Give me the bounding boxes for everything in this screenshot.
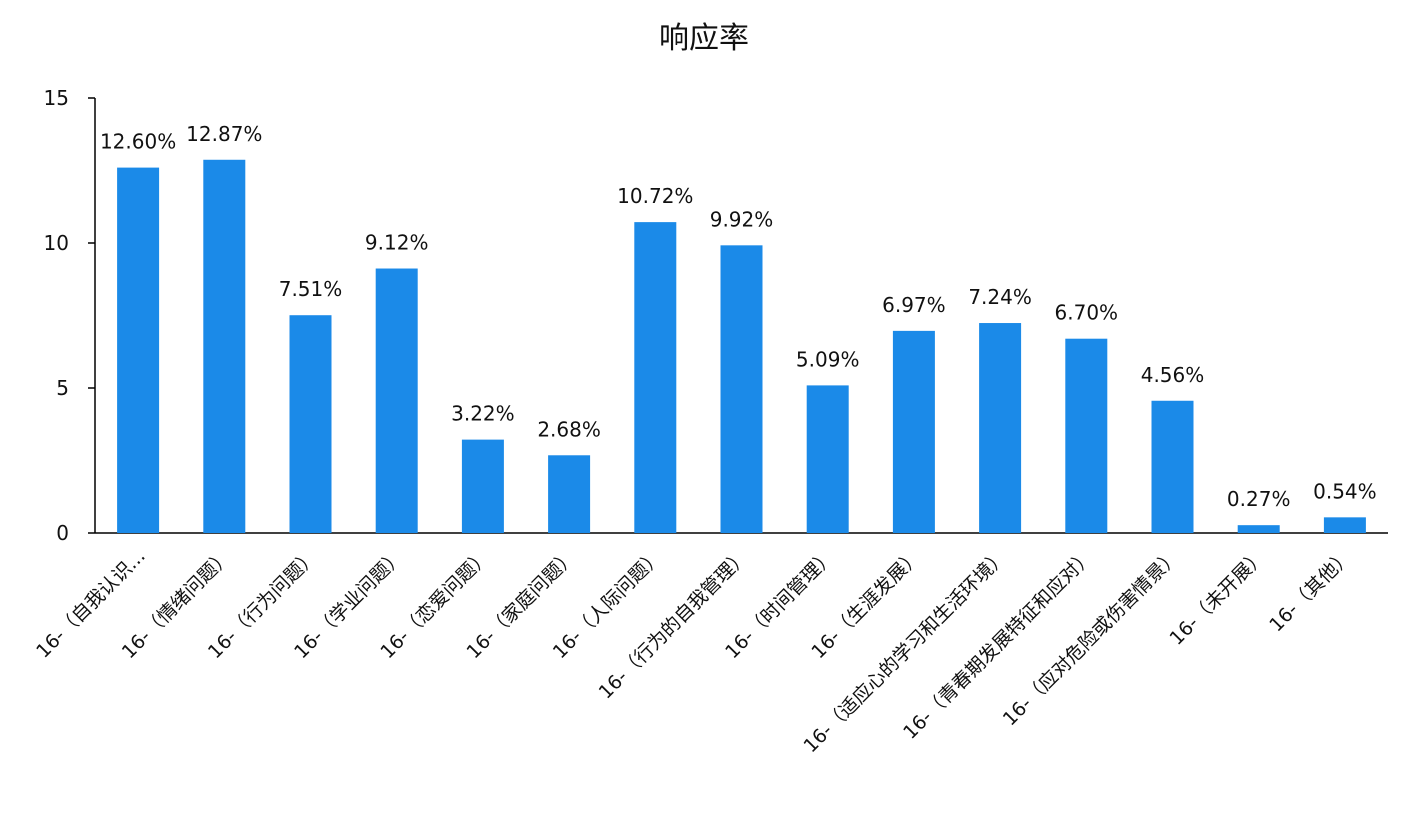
bar <box>203 159 246 533</box>
data-label: 9.92% <box>710 207 774 231</box>
bar <box>806 385 849 533</box>
bar <box>720 245 763 533</box>
data-label: 0.27% <box>1227 487 1291 511</box>
data-label: 6.70% <box>1055 301 1119 325</box>
data-label: 12.87% <box>186 122 262 146</box>
bar <box>117 167 160 533</box>
chart-title: 响应率 <box>659 21 749 56</box>
bar <box>1151 400 1194 533</box>
data-labels-group: 12.60% 12.87% 7.51% 9.12% 3.22% 2.68% 10.72% 9.… <box>100 122 1377 511</box>
x-tick-label: 16-（行为的自我管理） <box>595 545 753 703</box>
bar <box>375 268 418 533</box>
bar <box>634 222 677 533</box>
category-labels-group: 16-（自我认识...16-（情绪问题）16-（行为问题）16-（学业问题）16… <box>32 545 1356 757</box>
bar <box>1065 338 1108 533</box>
data-label: 7.24% <box>968 285 1032 309</box>
data-label: 4.56% <box>1141 363 1205 387</box>
data-label: 12.60% <box>100 130 176 154</box>
bar <box>548 455 591 533</box>
data-label: 7.51% <box>279 277 343 301</box>
y-tick-label: 15 <box>44 86 69 110</box>
y-tick-label: 5 <box>56 376 69 400</box>
data-label: 10.72% <box>617 184 693 208</box>
y-tick-label: 0 <box>56 521 69 545</box>
data-label: 9.12% <box>365 231 429 255</box>
bar <box>461 439 504 533</box>
data-label: 5.09% <box>796 347 860 371</box>
data-label: 3.22% <box>451 402 515 426</box>
data-label: 0.54% <box>1313 479 1377 503</box>
data-label: 2.68% <box>537 417 601 441</box>
bar <box>892 330 935 533</box>
bar <box>1323 517 1366 533</box>
bars-group <box>117 159 1366 533</box>
x-tick-label: 16-（其他） <box>1265 545 1356 636</box>
bar <box>1237 525 1280 533</box>
bar <box>979 323 1022 533</box>
y-axis: 0 5 10 15 <box>44 86 96 545</box>
x-tick-label: 16-（应对危险或伤害情景） <box>999 545 1184 730</box>
y-tick-label: 10 <box>44 231 69 255</box>
bar <box>289 315 332 533</box>
data-label: 6.97% <box>882 293 946 317</box>
